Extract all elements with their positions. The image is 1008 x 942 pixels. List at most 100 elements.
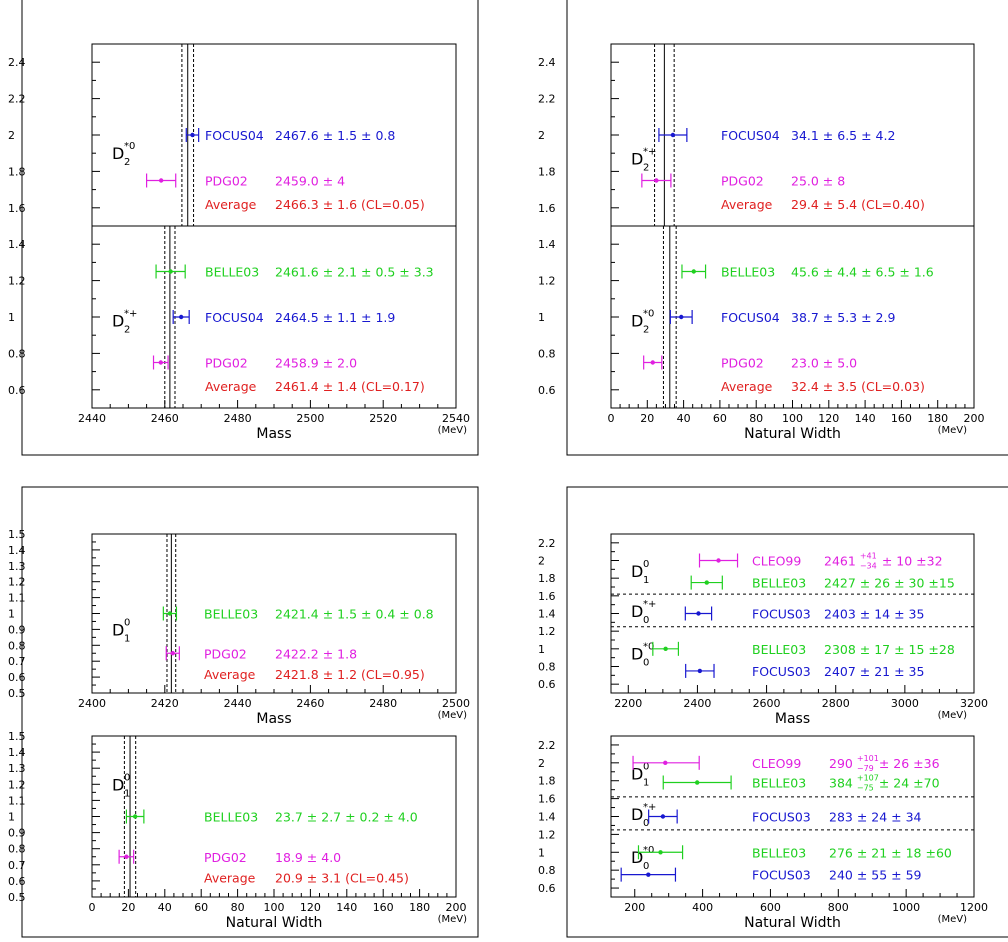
measurement-err-down: −34 [860, 562, 877, 571]
x-tick-label: 0 [89, 901, 96, 914]
x-tick-label: 120 [818, 412, 839, 425]
measurement-source: Average [204, 871, 256, 886]
y-tick-label: 1.4 [8, 544, 26, 557]
measurement-source: Average [205, 197, 257, 212]
panel-frame [566, 0, 1008, 456]
data-point [646, 872, 651, 877]
state-label-sup: *0 [643, 845, 654, 856]
x-axis-label: Natural Width [226, 915, 323, 931]
measurement-source: FOCUS03 [752, 607, 811, 622]
data-point [190, 132, 195, 138]
y-tick-label: 1.3 [8, 560, 26, 573]
x-tick-label: 2800 [822, 697, 850, 710]
x-tick-label: 2460 [151, 412, 179, 425]
chart-panel-0: 0.6 0.8 1 1.2 1.4 1.6 1.8 2 2.2 2.4 2440 2460 2480 25… [8, 0, 479, 456]
measurement-value: 276 ± 21 ± 18 ±60 [829, 845, 952, 860]
y-tick-label: 1.6 [538, 590, 556, 603]
x-tick-label: 100 [264, 901, 285, 914]
y-tick-label: 0.6 [538, 384, 556, 397]
y-tick-label: 0.9 [8, 827, 26, 840]
data-point [691, 269, 696, 274]
measurement-value-tail: ± 24 ±70 [879, 776, 940, 791]
x-axis-label: Natural Width [744, 915, 841, 931]
measurement-err-down: −79 [857, 764, 874, 773]
x-axis-unit: (MeV) [438, 425, 468, 436]
measurement-value: 2466.3 ± 1.6 (CL=0.05) [275, 197, 425, 212]
measurement-source: CLEO99 [752, 554, 801, 569]
state-label-sup: *0 [643, 309, 654, 320]
x-tick-label: 3000 [891, 697, 919, 710]
y-tick-label: 1.4 [8, 746, 26, 759]
y-tick-label: 0.6 [8, 671, 26, 684]
x-tick-label: 2460 [296, 697, 324, 710]
state-label: D [631, 765, 643, 784]
chart-panel-3: 0.5 0.6 0.7 0.8 0.9 1 1.1 1.2 1.3 1.4 1.5 0 20 40 60 80… [8, 730, 467, 931]
y-tick-label: 1.5 [8, 528, 26, 541]
measurement-source: BELLE03 [205, 265, 259, 280]
state-label-sub: 2 [643, 325, 649, 336]
y-tick-label: 2.4 [8, 56, 26, 69]
measurement-value: 283 ± 24 ± 34 [829, 810, 922, 825]
measurement-source: BELLE03 [204, 810, 258, 825]
data-point [663, 646, 668, 652]
y-tick-label: 1.2 [538, 275, 556, 288]
x-tick-label: 2440 [78, 412, 106, 425]
y-tick-label: 1.2 [538, 625, 556, 638]
y-tick-label: 0.5 [8, 687, 26, 700]
x-axis-unit: (MeV) [438, 914, 468, 925]
measurement-value-tail: ± 26 ±36 [879, 756, 940, 771]
data-point [663, 760, 668, 766]
data-point [178, 314, 184, 320]
y-tick-label: 0.9 [8, 623, 26, 636]
measurement-source: PDG02 [721, 356, 764, 371]
state-label-sup: 0 [643, 559, 649, 570]
y-tick-label: 1.2 [8, 576, 26, 589]
x-tick-label: 2500 [442, 697, 470, 710]
measurement-source: Average [204, 667, 256, 682]
y-tick-label: 0.6 [538, 882, 556, 895]
data-point [170, 651, 176, 656]
y-tick-label: 1 [8, 608, 15, 621]
x-tick-label: 2500 [296, 412, 324, 425]
y-tick-label: 1.4 [538, 811, 556, 824]
y-tick-label: 1 [538, 311, 545, 324]
data-point [694, 780, 700, 785]
x-tick-label: 2480 [369, 697, 397, 710]
x-tick-label: 2600 [753, 697, 781, 710]
y-tick-label: 1.2 [8, 275, 26, 288]
state-label-sub: 1 [124, 633, 130, 644]
measurement-value: 45.6 ± 4.4 ± 6.5 ± 1.6 [791, 265, 934, 280]
data-point [168, 269, 173, 274]
x-tick-label: 200 [624, 901, 645, 914]
measurement-value: 2403 ± 14 ± 35 [824, 607, 924, 622]
y-tick-label: 2 [8, 129, 15, 142]
measurement-source: FOCUS03 [752, 664, 811, 679]
x-tick-label: 3200 [960, 697, 988, 710]
measurement-source: FOCUS04 [721, 128, 780, 143]
data-point [654, 178, 659, 183]
measurement-source: Average [205, 379, 257, 394]
x-tick-label: 1200 [960, 901, 988, 914]
x-tick-label: 600 [760, 901, 781, 914]
measurement-source: Average [721, 197, 773, 212]
x-tick-label: 20 [640, 412, 654, 425]
x-tick-label: 180 [409, 901, 430, 914]
y-tick-label: 1.3 [8, 762, 26, 775]
measurement-err-up: +101 [857, 754, 879, 763]
x-axis-label: Mass [256, 711, 291, 727]
measurement-value: 2461.6 ± 2.1 ± 0.5 ± 3.3 [275, 265, 434, 280]
measurement-value: 23.0 ± 5.0 [791, 356, 857, 371]
x-tick-label: 2480 [224, 412, 252, 425]
y-tick-label: 0.8 [538, 864, 556, 877]
y-tick-label: 1.1 [8, 794, 26, 807]
measurement-source: Average [721, 379, 773, 394]
measurement-err-up: +41 [860, 552, 877, 561]
y-tick-label: 0.6 [538, 678, 556, 691]
measurement-value: 2464.5 ± 1.1 ± 1.9 [275, 310, 395, 325]
state-label-sub: 2 [124, 325, 130, 336]
data-point [658, 850, 663, 855]
state-label: D [112, 144, 124, 163]
x-axis-unit: (MeV) [438, 710, 468, 721]
x-tick-label: 200 [964, 412, 985, 425]
